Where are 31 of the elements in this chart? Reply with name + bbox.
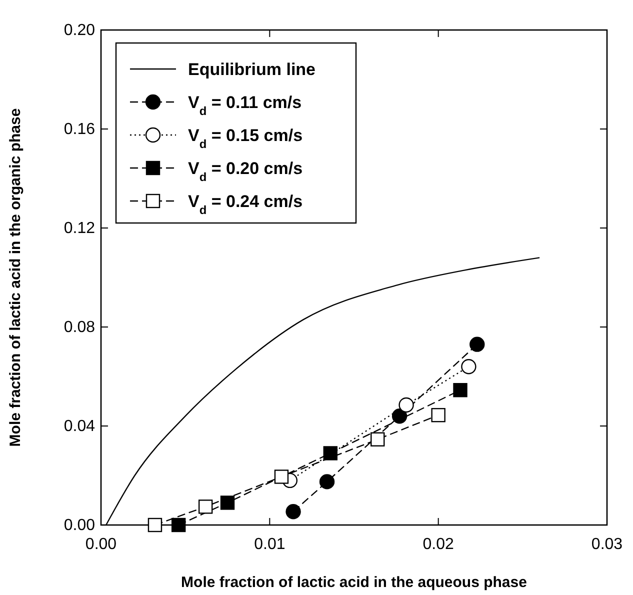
y-axis-title: Mole fraction of lactic acid in the organic phase [7,108,24,447]
y-tick-label: 0.00 [64,517,96,534]
point [323,446,338,460]
point [286,504,301,520]
y-tick-label: 0.04 [64,418,96,435]
point [398,397,414,413]
point [274,470,289,484]
legend-label: V$_{d}$ = 0.20 cm/s [188,159,303,184]
legend-label: V$_{d}$ = 0.15 cm/s [188,126,303,151]
y-tick-label: 0.12 [64,220,96,237]
y-tick-label: 0.20 [64,22,96,39]
x-tick-label: 0.01 [254,536,286,553]
point [171,518,186,532]
point [453,383,468,398]
point [470,336,485,352]
point [431,408,446,422]
y-tick-label: 0.16 [64,121,96,138]
legend-label: Equilibrium line [188,60,316,79]
point [220,496,235,510]
y-tick-label: 0.08 [64,319,96,336]
x-axis-title: Mole fraction of lactic acid in the aqueous phase [181,574,527,591]
point [148,518,162,532]
x-tick-label: 0.00 [85,536,117,553]
point [319,474,335,490]
legend-label: V$_{d}$ = 0.11 cm/s [188,93,302,118]
point [198,500,213,514]
x-tick-label: 0.02 [422,536,454,553]
point [461,359,476,374]
x-tick-label: 0.03 [591,536,623,553]
legend-label: V$_{d}$ = 0.24 cm/s [188,192,303,217]
point [370,432,385,446]
